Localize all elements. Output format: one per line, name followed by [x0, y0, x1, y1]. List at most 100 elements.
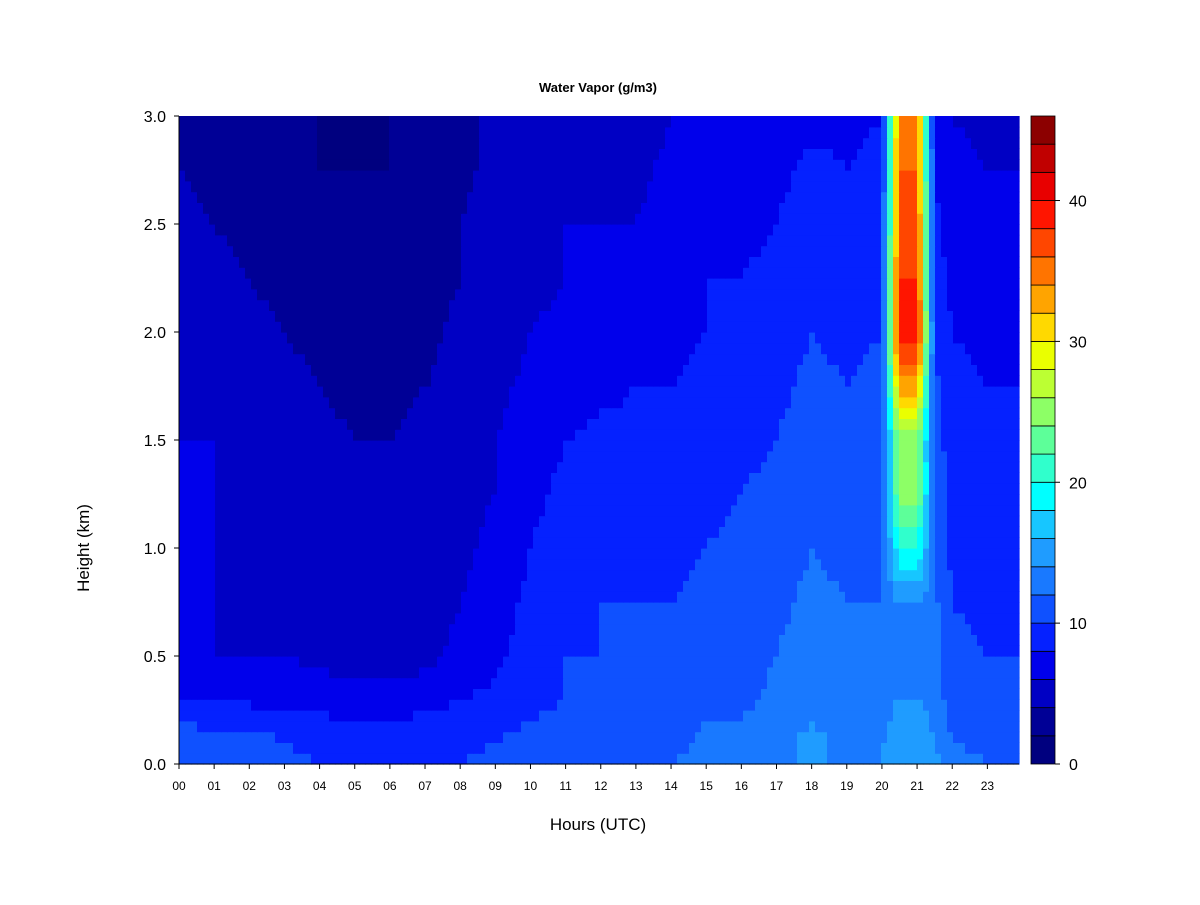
heatmap-cell [863, 634, 870, 646]
heatmap-cell [353, 731, 360, 743]
heatmap-cell [983, 666, 990, 679]
heatmap-cell [491, 623, 498, 635]
heatmap-cell [605, 710, 612, 722]
heatmap-cell [983, 450, 990, 463]
heatmap-cell [737, 526, 744, 538]
heatmap-cell [653, 537, 660, 549]
heatmap-cell [269, 504, 276, 517]
heatmap-cell [497, 494, 504, 506]
heatmap-cell [353, 537, 360, 549]
heatmap-cell [197, 407, 204, 419]
heatmap-cell [515, 450, 522, 463]
heatmap-cell [287, 731, 294, 743]
heatmap-cell [983, 472, 990, 484]
heatmap-cell [773, 429, 780, 441]
heatmap-cell [923, 396, 930, 409]
heatmap-cell [833, 677, 840, 689]
heatmap-cell [647, 612, 654, 625]
heatmap-cell [383, 461, 390, 473]
heatmap-cell [713, 602, 720, 614]
heatmap-cell [509, 440, 516, 452]
heatmap-cell [239, 483, 246, 495]
heatmap-cell [395, 450, 402, 463]
heatmap-cell [965, 710, 972, 722]
heatmap-cell [911, 645, 918, 657]
heatmap-cell [587, 742, 594, 754]
heatmap-cell [803, 677, 810, 689]
heatmap-cell [383, 656, 390, 668]
heatmap-cell [803, 645, 810, 657]
heatmap-cell [233, 494, 240, 506]
heatmap-cell [263, 580, 270, 592]
heatmap-cell [869, 558, 876, 571]
heatmap-cell [647, 548, 654, 560]
heatmap-cell [413, 699, 420, 711]
heatmap-cell [455, 526, 462, 538]
heatmap-cell [317, 494, 324, 506]
heatmap-cell [419, 537, 426, 549]
heatmap-cell [911, 580, 918, 592]
heatmap-cell [383, 504, 390, 517]
heatmap-cell [401, 677, 408, 689]
heatmap-cell [533, 688, 540, 700]
heatmap-cell [821, 591, 828, 603]
heatmap-cell [803, 418, 810, 430]
heatmap-cell [887, 688, 894, 700]
heatmap-cell [767, 623, 774, 635]
heatmap-cell [743, 569, 750, 581]
heatmap-cell [725, 429, 732, 441]
heatmap-cell [743, 472, 750, 484]
heatmap-cell [881, 537, 888, 549]
heatmap-cell [821, 450, 828, 463]
heatmap-cell [263, 429, 270, 441]
heatmap-cell [347, 537, 354, 549]
heatmap-cell [179, 504, 186, 517]
heatmap-cell [581, 753, 588, 765]
heatmap-cell [557, 612, 564, 625]
heatmap-cell [413, 720, 420, 733]
heatmap-cell [641, 742, 648, 754]
heatmap-cell [923, 418, 930, 430]
heatmap-cell [875, 580, 882, 592]
heatmap-cell [497, 558, 504, 571]
heatmap-cell [473, 461, 480, 473]
heatmap-cell [209, 450, 216, 463]
heatmap-cell [821, 407, 828, 419]
heatmap-cell [983, 623, 990, 635]
heatmap-cell [407, 418, 414, 430]
heatmap-cell [317, 472, 324, 484]
heatmap-cell [443, 731, 450, 743]
heatmap-cell [401, 461, 408, 473]
heatmap-cell [923, 407, 930, 419]
heatmap-cell [605, 548, 612, 560]
heatmap-cell [539, 440, 546, 452]
heatmap-cell [983, 386, 990, 398]
heatmap-cell [857, 418, 864, 430]
heatmap-cell [533, 461, 540, 473]
heatmap-cell [797, 548, 804, 560]
heatmap-cell [329, 483, 336, 495]
heatmap-cell [713, 483, 720, 495]
heatmap-cell [479, 396, 486, 409]
heatmap-cell [509, 472, 516, 484]
heatmap-cell [965, 386, 972, 398]
heatmap-cell [905, 494, 912, 506]
heatmap-cell [179, 418, 186, 430]
heatmap-cell [557, 591, 564, 603]
heatmap-cell [281, 677, 288, 689]
heatmap-cell [599, 580, 606, 592]
heatmap-cell [761, 645, 768, 657]
heatmap-cell [641, 677, 648, 689]
heatmap-cell [725, 699, 732, 711]
heatmap-cell [605, 602, 612, 614]
heatmap-cell [419, 753, 426, 765]
heatmap-cell [875, 688, 882, 700]
heatmap-cell [671, 731, 678, 743]
heatmap-cell [581, 386, 588, 398]
heatmap-cell [431, 440, 438, 452]
heatmap-cell [539, 515, 546, 527]
heatmap-cell [905, 472, 912, 484]
heatmap-cell [821, 710, 828, 722]
heatmap-cell [689, 429, 696, 441]
heatmap-cell [185, 472, 192, 484]
